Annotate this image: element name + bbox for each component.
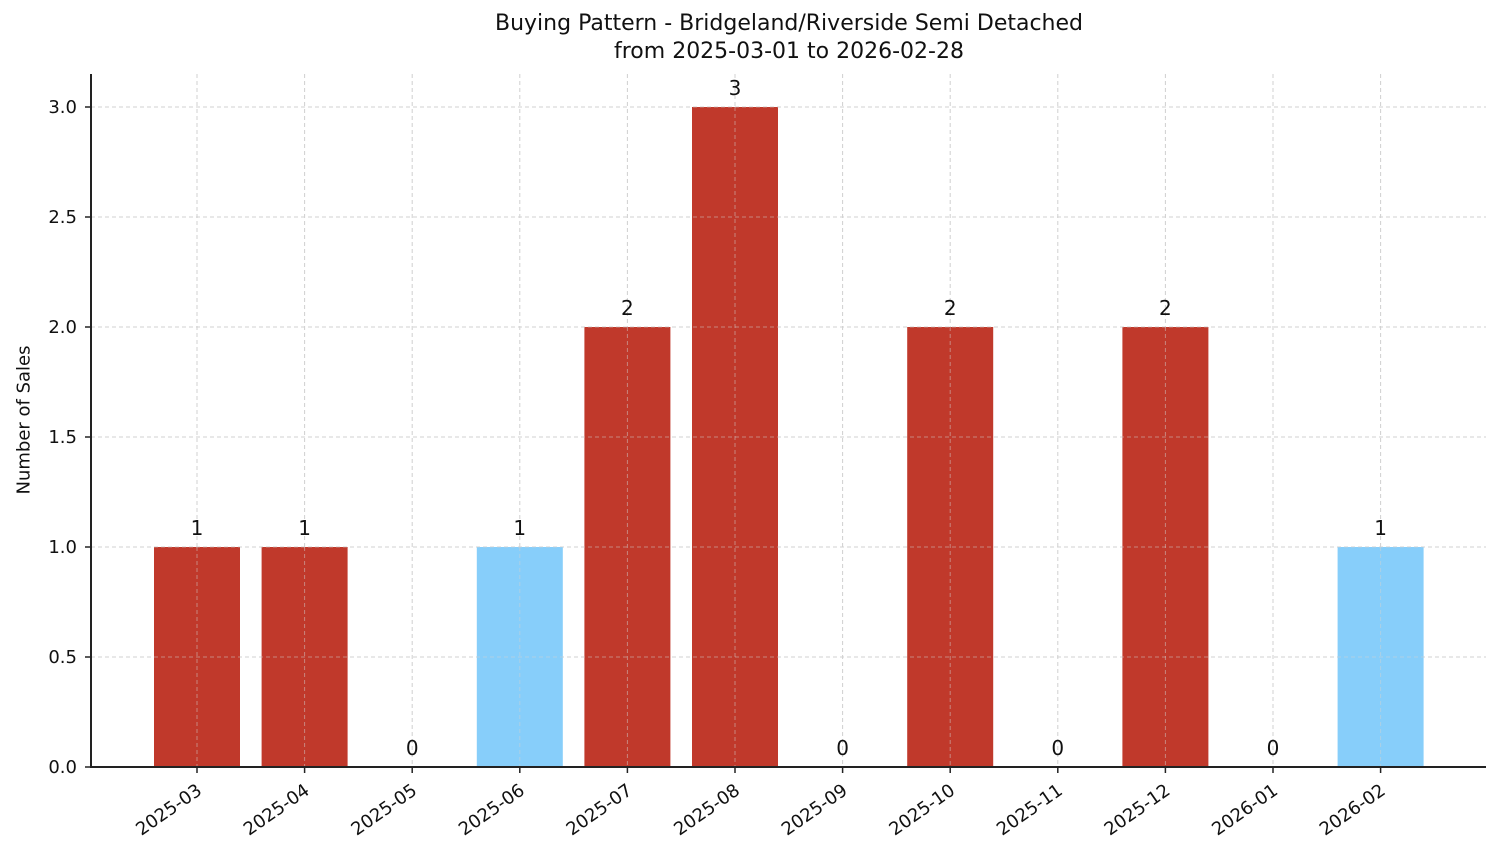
x-tick-label: 2025-03 (132, 780, 206, 840)
data-label: 3 (729, 76, 742, 100)
data-label: 0 (1051, 736, 1064, 760)
y-tick-label: 1.5 (48, 427, 77, 448)
x-tick-label: 2025-06 (455, 780, 529, 840)
chart-title-main: Buying Pattern - Bridgeland/Riverside Se… (495, 11, 1083, 36)
x-tick-label: 2025-09 (778, 780, 852, 840)
data-label: 0 (836, 736, 849, 760)
x-tick-label: 2026-02 (1316, 780, 1390, 840)
y-tick-label: 0.0 (48, 757, 77, 778)
chart-title: Buying Pattern - Bridgeland/Riverside Se… (0, 10, 1501, 66)
data-label: 2 (621, 296, 634, 320)
data-label: 0 (406, 736, 419, 760)
y-tick-label: 1.0 (48, 537, 77, 558)
x-tick-label: 2025-10 (885, 780, 959, 840)
y-tick-label: 2.5 (48, 207, 77, 228)
x-tick-label: 2025-07 (563, 780, 637, 840)
data-label: 0 (1267, 736, 1280, 760)
x-tick-label: 2025-05 (347, 780, 421, 840)
x-tick-label: 2025-11 (993, 780, 1067, 840)
x-tick-label: 2025-04 (240, 780, 314, 840)
data-label: 1 (191, 516, 204, 540)
x-tick-label: 2025-08 (670, 780, 744, 840)
data-label: 1 (513, 516, 526, 540)
x-tick-label: 2026-01 (1208, 780, 1282, 840)
data-label: 2 (944, 296, 957, 320)
y-tick-label: 2.0 (48, 317, 77, 338)
chart-subtitle: from 2025-03-01 to 2026-02-28 (614, 39, 964, 64)
x-tick-label: 2025-12 (1101, 780, 1175, 840)
data-label: 2 (1159, 296, 1172, 320)
data-label: 1 (1374, 516, 1387, 540)
data-label: 1 (298, 516, 311, 540)
y-tick-label: 0.5 (48, 647, 77, 668)
y-tick-label: 3.0 (48, 97, 77, 118)
